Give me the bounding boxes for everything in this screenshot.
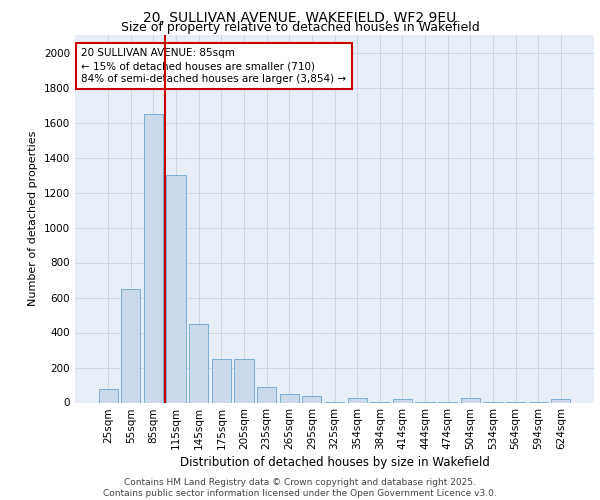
Text: Contains HM Land Registry data © Crown copyright and database right 2025.
Contai: Contains HM Land Registry data © Crown c…: [103, 478, 497, 498]
Bar: [280, 394, 299, 402]
Text: 20 SULLIVAN AVENUE: 85sqm
← 15% of detached houses are smaller (710)
84% of semi: 20 SULLIVAN AVENUE: 85sqm ← 15% of detac…: [81, 48, 346, 84]
Bar: [212, 359, 231, 403]
Text: 20, SULLIVAN AVENUE, WAKEFIELD, WF2 9EU: 20, SULLIVAN AVENUE, WAKEFIELD, WF2 9EU: [143, 11, 457, 25]
Bar: [235, 359, 254, 403]
Bar: [257, 387, 276, 402]
Bar: [461, 398, 480, 402]
Y-axis label: Number of detached properties: Number of detached properties: [28, 131, 38, 306]
Bar: [551, 399, 571, 402]
Bar: [347, 398, 367, 402]
Text: Size of property relative to detached houses in Wakefield: Size of property relative to detached ho…: [121, 22, 479, 35]
Bar: [98, 390, 118, 402]
Bar: [302, 396, 322, 402]
Bar: [166, 175, 186, 402]
X-axis label: Distribution of detached houses by size in Wakefield: Distribution of detached houses by size …: [179, 456, 490, 469]
Bar: [144, 114, 163, 403]
Bar: [121, 289, 140, 403]
Bar: [189, 324, 208, 402]
Bar: [393, 399, 412, 402]
